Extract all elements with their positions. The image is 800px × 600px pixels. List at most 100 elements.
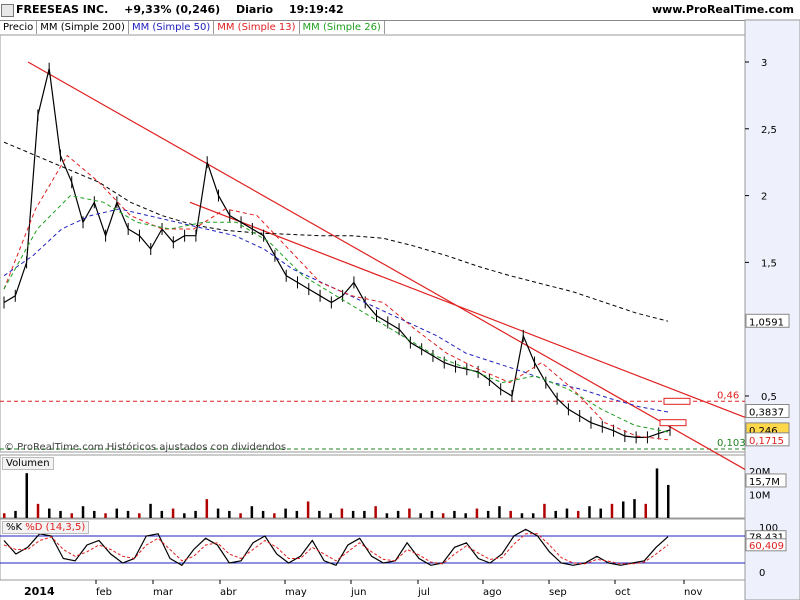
- price-axis-label: 3: [761, 58, 767, 69]
- period-label: Diario: [236, 3, 274, 16]
- volume-bar: [419, 513, 422, 518]
- window-icon[interactable]: [1, 4, 14, 17]
- price-marker-label: 0,246: [749, 426, 778, 437]
- price-marker-label: 1,0591: [749, 317, 784, 328]
- volume-bar: [59, 510, 62, 518]
- month-label: may: [285, 587, 307, 598]
- month-label: sep: [549, 587, 567, 598]
- volume-bar: [453, 510, 456, 518]
- price-axis-label: 2: [761, 192, 767, 203]
- month-label: jun: [350, 587, 366, 598]
- volume-bar: [520, 513, 524, 518]
- volume-bar: [363, 510, 366, 518]
- volume-bar: [655, 468, 659, 518]
- stoch-k-line: [3, 528, 669, 567]
- volume-bar: [115, 508, 119, 518]
- volume-bar: [160, 510, 164, 518]
- stoch-k-marker-label: 78,431: [749, 533, 784, 544]
- volume-bar: [25, 473, 29, 518]
- signal-box-lower: [659, 419, 687, 427]
- volume-bar: [396, 510, 400, 518]
- volume-bar: [239, 513, 242, 518]
- volume-bar: [228, 510, 231, 518]
- signal-box-upper: [663, 397, 691, 405]
- watermark-text: © ProRealTime.com Históricos ajustados c…: [4, 441, 286, 453]
- volume-bar: [14, 510, 17, 518]
- volume-tick-20m: 20M: [749, 467, 770, 478]
- stoch-k-label: %K: [6, 522, 23, 533]
- volume-bar: [205, 499, 209, 518]
- volume-bar: [104, 513, 107, 518]
- price-marker: 0,1715: [745, 432, 790, 447]
- stoch-d-label: %D (14,3,5): [25, 522, 86, 533]
- volume-bar: [216, 508, 220, 518]
- volume-bar: [93, 510, 96, 518]
- price-marker-label: 0,1715: [749, 436, 784, 447]
- volume-bar: [36, 503, 40, 518]
- volume-bar: [576, 510, 580, 518]
- stoch-tick-100: 100: [759, 523, 778, 534]
- volume-bar: [588, 506, 591, 518]
- month-label: jul: [417, 587, 430, 598]
- volume-bar: [644, 503, 647, 518]
- volume-bar: [475, 508, 479, 518]
- stoch-d-line: [3, 533, 669, 565]
- stoch-panel-title[interactable]: %K %D (14,3,5): [2, 521, 90, 534]
- volume-bar: [610, 503, 614, 518]
- volume-bar: [531, 513, 535, 518]
- volume-bar: [498, 506, 501, 518]
- volume-bar: [554, 510, 557, 518]
- volume-bar: [306, 501, 310, 518]
- volume-bar: [171, 508, 175, 518]
- time-label: 19:19:42: [288, 3, 344, 16]
- year-label: 2014: [24, 585, 55, 598]
- volume-bar: [126, 510, 130, 518]
- volume-marker-label: 15,7M: [749, 477, 780, 488]
- volume-bar: [183, 513, 186, 518]
- volume-bar: [408, 508, 411, 518]
- level-label: 0,103: [717, 438, 746, 449]
- volume-bar: [385, 513, 389, 518]
- volume-bar: [464, 513, 467, 518]
- month-label: nov: [684, 587, 702, 598]
- legend-ma200[interactable]: MM (Simple 200): [37, 21, 129, 34]
- volume-bar: [633, 499, 636, 518]
- volume-bar: [340, 508, 344, 518]
- price-axis-label: 1,5: [761, 258, 777, 269]
- volume-bar: [48, 508, 51, 518]
- price-marker-box: [745, 404, 790, 419]
- volume-bar: [621, 501, 625, 518]
- volume-bar: [374, 506, 377, 518]
- volume-marker-box: [745, 473, 787, 488]
- price-axis-bg: [744, 19, 800, 600]
- volume-bar: [441, 513, 445, 518]
- volume-bar: [273, 513, 276, 518]
- symbol-name: FREESEAS INC.: [16, 3, 109, 16]
- volume-bar: [318, 510, 321, 518]
- stoch-panel-frame: [0, 518, 746, 581]
- legend-ma50[interactable]: MM (Simple 50): [129, 21, 215, 34]
- site-label: www.ProRealTime.com: [651, 3, 794, 16]
- volume-bar: [3, 513, 6, 518]
- volume-bar: [295, 510, 299, 518]
- trendline-secondary: [189, 201, 746, 418]
- volume-bar: [261, 510, 265, 518]
- volume-bar: [667, 484, 670, 518]
- volume-bar: [509, 510, 512, 518]
- volume-panel-title[interactable]: Volumen: [2, 457, 54, 470]
- month-label: oct: [615, 587, 631, 598]
- legend-price[interactable]: Precio: [0, 21, 38, 34]
- volume-bar: [565, 508, 569, 518]
- volume-bar: [486, 510, 490, 518]
- volume-bar: [284, 508, 287, 518]
- price-marker-box: [745, 313, 790, 328]
- legend-ma26[interactable]: MM (Simple 26): [300, 21, 385, 34]
- month-label: feb: [96, 587, 112, 598]
- trendline-primary: [27, 61, 746, 470]
- series-line-1: [3, 141, 669, 322]
- volume-bar: [138, 513, 141, 518]
- series-line-2: [3, 208, 669, 413]
- chart-header: FREESEAS INC. +9,33% (0,246) Diario 19:1…: [0, 0, 800, 21]
- legend-ma13[interactable]: MM (Simple 13): [214, 21, 300, 34]
